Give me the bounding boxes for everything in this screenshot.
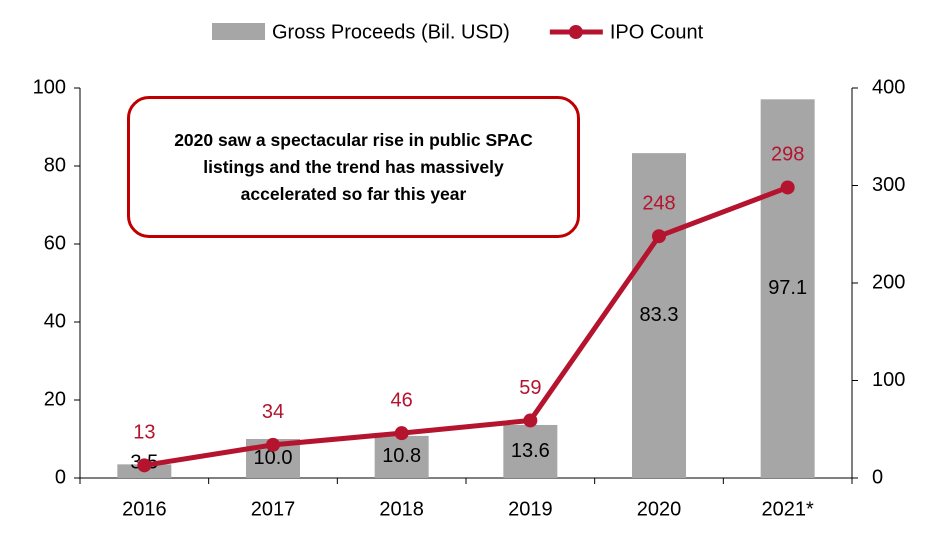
y-tick-label: 60 <box>44 232 66 254</box>
bar <box>503 424 558 478</box>
legend-swatch <box>212 23 265 40</box>
line-value-label: 46 <box>391 389 413 411</box>
line-marker <box>780 180 795 195</box>
y-tick-label: 80 <box>44 154 66 176</box>
x-tick-label: 2018 <box>379 498 424 520</box>
x-tick-label: 2017 <box>251 498 296 520</box>
x-tick-label: 2016 <box>122 498 167 520</box>
x-tick-label: 2020 <box>637 498 682 520</box>
legend-label: IPO Count <box>610 21 704 43</box>
line-value-label: 13 <box>133 422 155 444</box>
line-marker <box>394 426 409 441</box>
line <box>143 185 789 468</box>
line-marker <box>523 413 538 428</box>
y-tick-label: 20 <box>44 388 66 410</box>
y2-tick-label: 100 <box>872 369 905 391</box>
bar-value-label: 83.3 <box>640 304 679 326</box>
y2-tick-label: 300 <box>872 174 905 196</box>
line-value-label: 34 <box>262 401 284 423</box>
bar-value-label: 13.6 <box>511 440 550 462</box>
y-tick-label: 0 <box>55 466 66 488</box>
line-marker <box>266 437 280 452</box>
bar-value-label: 97.1 <box>768 277 807 299</box>
x-tick-label: 2021* <box>762 498 814 520</box>
y2-tick-label: 200 <box>872 271 905 293</box>
x-tick-label: 2019 <box>508 498 553 520</box>
legend-swatch <box>568 25 583 39</box>
y-tick-label: 40 <box>44 310 66 332</box>
bar-value-label: 10.0 <box>254 447 293 469</box>
line-value-label: 59 <box>519 377 541 399</box>
line-marker <box>652 229 666 244</box>
legend-label: Gross Proceeds (Bil. USD) <box>272 21 510 43</box>
bar <box>374 435 429 478</box>
bar <box>632 153 686 478</box>
line-marker <box>137 458 152 473</box>
y2-tick-label: 400 <box>872 76 905 98</box>
y-tick-label: 100 <box>33 76 66 98</box>
annotation: 2020 saw a spectacular rise in public SP… <box>127 96 580 238</box>
bar <box>760 99 815 478</box>
y2-tick-label: 0 <box>872 466 883 488</box>
bar-value-label: 10.8 <box>382 445 421 467</box>
line-value-label: 248 <box>642 192 675 214</box>
line-value-label: 298 <box>771 144 804 166</box>
